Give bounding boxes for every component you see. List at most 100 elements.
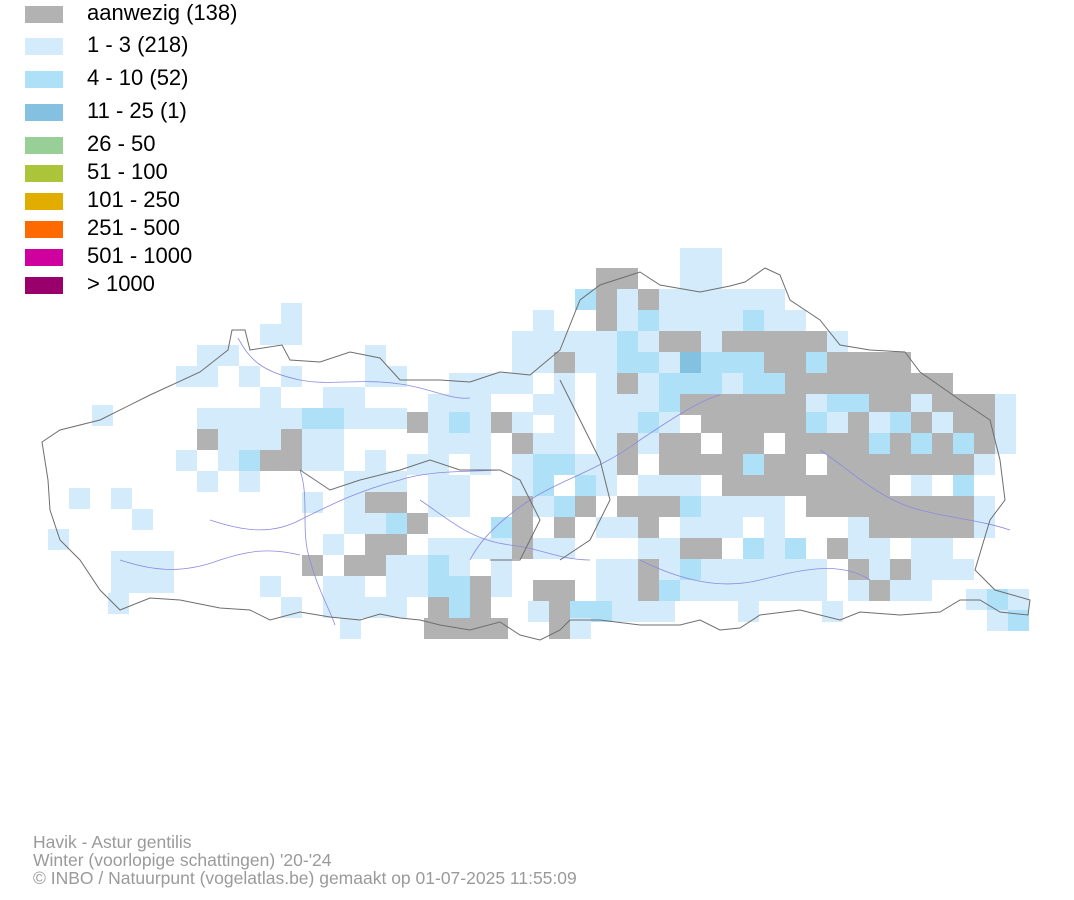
cell-aanwezig xyxy=(953,454,974,475)
legend-item-501-1000: 501 - 1000 xyxy=(25,243,345,268)
cell-1-3 xyxy=(722,580,743,601)
cell-aanwezig xyxy=(596,268,617,289)
cell-aanwezig xyxy=(932,517,953,538)
region-borders xyxy=(41,267,1031,641)
legend-label: aanwezig (138) xyxy=(87,0,238,25)
cell-1-3 xyxy=(987,610,1008,631)
cell-aanwezig xyxy=(638,496,659,517)
cell-1-3 xyxy=(596,433,617,454)
cell-1-3 xyxy=(932,538,953,559)
cell-4-10 xyxy=(869,433,890,454)
cell-1-3 xyxy=(575,454,596,475)
river xyxy=(819,449,1011,531)
cell-aanwezig xyxy=(701,538,722,559)
legend-item-251-500: 251 - 500 xyxy=(25,215,345,240)
cell-1-3 xyxy=(554,373,575,394)
cell-4-10 xyxy=(554,496,575,517)
cell-aanwezig xyxy=(722,433,743,454)
cell-aanwezig xyxy=(722,454,743,475)
cell-4-10 xyxy=(722,352,743,373)
cell-aanwezig xyxy=(974,412,995,433)
river xyxy=(119,550,301,570)
cell-1-3 xyxy=(659,475,680,496)
cell-1-3 xyxy=(764,538,785,559)
cell-1-3 xyxy=(323,429,344,450)
cell-4-10 xyxy=(638,412,659,433)
cell-1-3 xyxy=(612,601,633,622)
cell-aanwezig xyxy=(785,433,806,454)
cell-aanwezig xyxy=(617,433,638,454)
cell-aanwezig xyxy=(743,331,764,352)
cell-aanwezig xyxy=(701,412,722,433)
cell-1-3 xyxy=(659,310,680,331)
cell-4-10 xyxy=(953,475,974,496)
cell-4-10 xyxy=(743,454,764,475)
cell-1-3 xyxy=(995,433,1016,454)
cell-1-3 xyxy=(407,576,428,597)
cell-aanwezig xyxy=(680,331,701,352)
legend-label: 26 - 50 xyxy=(87,131,156,156)
cell-4-10 xyxy=(491,517,512,538)
cell-aanwezig xyxy=(848,352,869,373)
cell-1-3 xyxy=(533,331,554,352)
cell-1-3 xyxy=(197,366,218,387)
cell-aanwezig xyxy=(701,454,722,475)
cell-aanwezig xyxy=(743,412,764,433)
cell-aanwezig xyxy=(911,517,932,538)
cell-1-3 xyxy=(528,601,549,622)
legend-item-11-25: 11 - 25 (1) xyxy=(25,98,345,123)
cell-1-3 xyxy=(554,412,575,433)
cell-aanwezig xyxy=(680,538,701,559)
cell-1-3 xyxy=(680,580,701,601)
cell-4-10 xyxy=(743,310,764,331)
cell-aanwezig xyxy=(974,433,995,454)
cell-1-3 xyxy=(638,373,659,394)
cell-1-3 xyxy=(596,352,617,373)
cell-4-10 xyxy=(911,433,932,454)
cell-1-3 xyxy=(680,289,701,310)
cell-aanwezig xyxy=(512,433,533,454)
cell-4-10 xyxy=(890,412,911,433)
cell-aanwezig xyxy=(470,597,491,618)
legend-label: 251 - 500 xyxy=(87,215,180,240)
cell-1-3 xyxy=(596,559,617,580)
cell-aanwezig xyxy=(617,268,638,289)
river xyxy=(237,337,471,399)
cell-1-3 xyxy=(869,538,890,559)
cell-aanwezig xyxy=(890,517,911,538)
cell-aanwezig xyxy=(365,492,386,513)
cell-1-3 xyxy=(533,496,554,517)
cell-1-3 xyxy=(638,538,659,559)
cell-1-3 xyxy=(701,580,722,601)
cell-1-3 xyxy=(323,534,344,555)
cell-aanwezig xyxy=(785,394,806,415)
cell-aanwezig xyxy=(848,559,869,580)
cell-aanwezig xyxy=(869,394,890,415)
cell-aanwezig xyxy=(491,412,512,433)
cell-1-3 xyxy=(617,559,638,580)
cell-1-3 xyxy=(743,580,764,601)
cell-aanwezig xyxy=(785,373,806,394)
cell-1-3 xyxy=(827,412,848,433)
cell-1-3 xyxy=(386,576,407,597)
cell-1-3 xyxy=(701,310,722,331)
cell-4-10 xyxy=(428,555,449,576)
cell-aanwezig xyxy=(554,517,575,538)
cell-4-10 xyxy=(638,310,659,331)
cell-1-3 xyxy=(995,412,1016,433)
cell-aanwezig xyxy=(407,412,428,433)
cell-1-3 xyxy=(722,373,743,394)
cell-1-3 xyxy=(722,559,743,580)
cell-aanwezig xyxy=(680,454,701,475)
cell-aanwezig xyxy=(549,601,570,622)
cell-1-3 xyxy=(132,509,153,530)
cell-1-3 xyxy=(197,408,218,429)
cell-1-3 xyxy=(575,331,596,352)
cell-4-10 xyxy=(1008,610,1029,631)
cell-aanwezig xyxy=(848,412,869,433)
cell-aanwezig xyxy=(386,492,407,513)
cell-4-10 xyxy=(953,433,974,454)
cell-1-3 xyxy=(428,394,449,415)
legend-item-4-10: 4 - 10 (52) xyxy=(25,65,345,90)
